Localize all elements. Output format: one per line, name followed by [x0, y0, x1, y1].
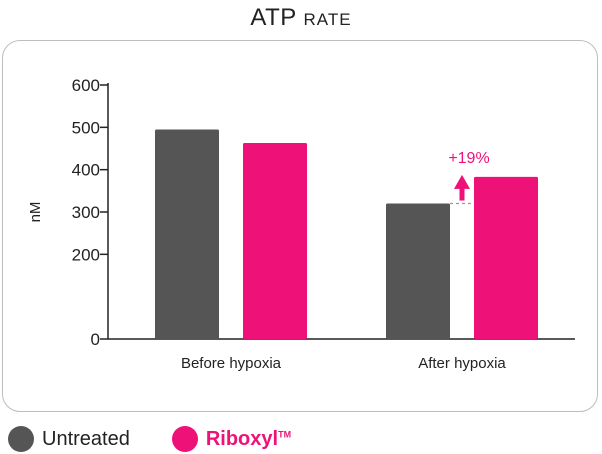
y-axis-label: nM: [27, 202, 44, 223]
legend-label-riboxyl: RiboxylTM: [205, 427, 292, 450]
y-tick-label: 600: [72, 76, 100, 95]
annotation-arrow-shaft: [459, 186, 465, 201]
chart-title-suffix: RATE: [303, 10, 352, 29]
annotation-arrow-head: [454, 174, 470, 189]
trademark-mark: TM: [278, 428, 292, 439]
bar-riboxyl-0: [243, 142, 307, 339]
legend-item-untreated: Untreated: [8, 426, 130, 452]
bar-untreated-0: [155, 129, 219, 339]
legend: Untreated RiboxylTM: [8, 424, 333, 454]
legend-label-untreated: Untreated: [42, 427, 130, 450]
y-tick-label: 500: [72, 118, 100, 137]
y-tick-label: 0: [91, 330, 100, 349]
y-tick-label: 300: [72, 203, 100, 222]
chart-title: ATP RATE: [0, 4, 602, 32]
legend-swatch-untreated: [8, 426, 34, 452]
x-category-label: After hypoxia: [418, 355, 506, 372]
chart-title-main: ATP: [250, 4, 297, 31]
legend-swatch-riboxyl: [171, 426, 198, 452]
bar-untreated-1: [386, 203, 450, 339]
bar-riboxyl-1: [474, 176, 538, 339]
y-tick-label: 400: [72, 161, 100, 180]
annotation-label: +19%: [448, 150, 489, 167]
y-tick-label: 200: [72, 245, 100, 264]
x-category-label: Before hypoxia: [181, 355, 282, 372]
legend-item-riboxyl: RiboxylTM: [171, 426, 292, 452]
